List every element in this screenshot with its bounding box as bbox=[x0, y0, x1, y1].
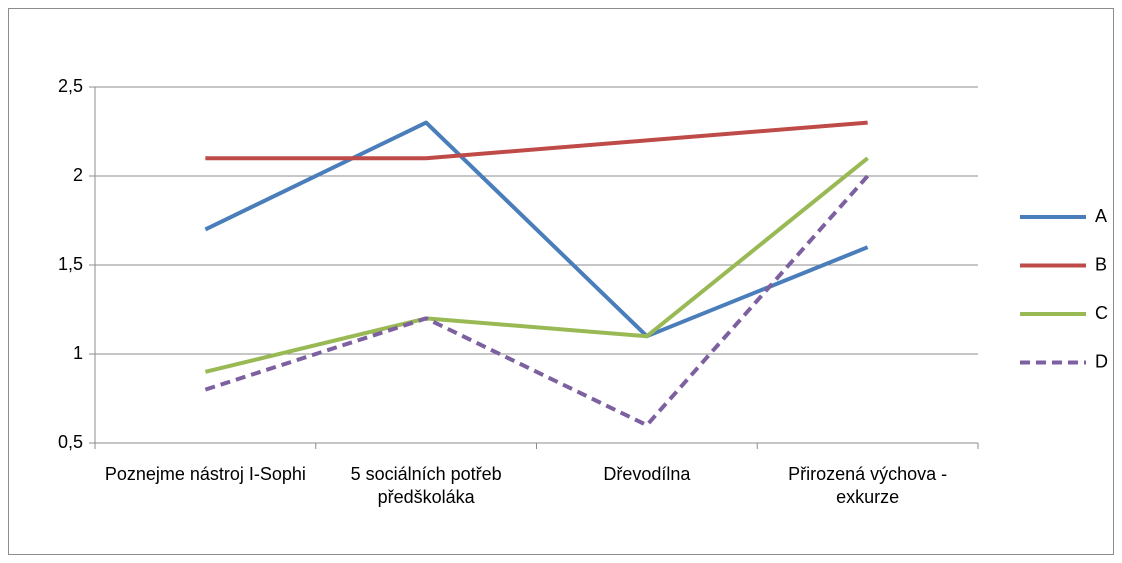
x-tick-label: Poznejme nástroj I-Sophi bbox=[104, 464, 306, 484]
y-tick-label: 1 bbox=[73, 343, 83, 363]
series-line bbox=[204, 120, 869, 339]
chart-border bbox=[8, 8, 1114, 555]
legend-label: B bbox=[1095, 254, 1107, 274]
series-line bbox=[204, 174, 870, 428]
x-tick-label: Dřevodílna bbox=[603, 464, 691, 484]
y-tick-label: 0,5 bbox=[58, 432, 83, 452]
legend-label: C bbox=[1095, 303, 1108, 323]
legend-label: D bbox=[1095, 351, 1108, 371]
y-tick-label: 2,5 bbox=[58, 76, 83, 96]
legend-label: A bbox=[1095, 206, 1107, 226]
series-line bbox=[204, 156, 869, 374]
x-tick-label: Přirozená výchova - exkurze bbox=[788, 464, 948, 507]
series-line bbox=[205, 120, 868, 161]
y-tick-label: 2 bbox=[73, 165, 83, 185]
x-tick-label: 5 sociálních potřeb předškoláka bbox=[350, 464, 502, 507]
y-tick-label: 1,5 bbox=[58, 254, 83, 274]
